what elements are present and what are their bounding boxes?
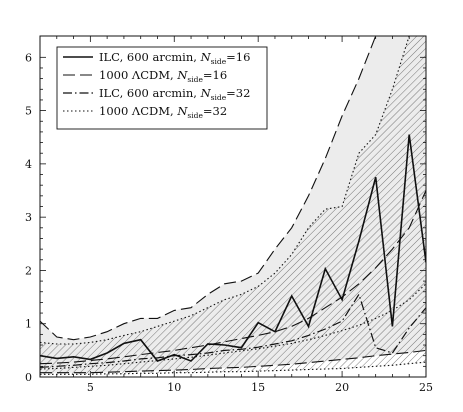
legend-label: ILC, 600 arcmin, Nside=16 — [99, 50, 250, 66]
legend-label: 1000 ΛCDM, Nside=16 — [99, 68, 227, 84]
lcdm-nside16-upper-line — [40, 36, 426, 341]
ilc-nside32-line — [40, 292, 426, 368]
lcdm-nside32-mean-line — [40, 283, 426, 370]
legend-box — [56, 46, 268, 130]
x-tick-label: 15 — [251, 381, 265, 394]
y-tick-label: 5 — [25, 105, 32, 118]
legend-label: 1000 ΛCDM, Nside=32 — [99, 104, 227, 120]
y-tick-label: 3 — [25, 211, 32, 224]
lcdm-nside32-lower-line — [40, 361, 426, 375]
y-tick-label: 1 — [25, 318, 32, 331]
x-tick-label: 5 — [87, 381, 94, 394]
x-tick-label: 25 — [419, 381, 433, 394]
x-tick-label: 10 — [167, 381, 181, 394]
lcdm-nside32-upper-line — [40, 36, 426, 345]
band-lcdm-nside32 — [40, 36, 426, 375]
y-tick-label: 4 — [25, 158, 32, 171]
lcdm-nside16-lower-line — [40, 349, 426, 374]
y-tick-label: 0 — [25, 371, 32, 384]
x-tick-label: 20 — [335, 381, 349, 394]
lcdm-nside16-mean-line — [40, 190, 426, 365]
ilc-nside16-line — [40, 134, 426, 362]
legend-label: ILC, 600 arcmin, Nside=32 — [99, 86, 250, 102]
y-tick-label: 6 — [25, 51, 32, 64]
y-tick-label: 2 — [25, 264, 32, 277]
